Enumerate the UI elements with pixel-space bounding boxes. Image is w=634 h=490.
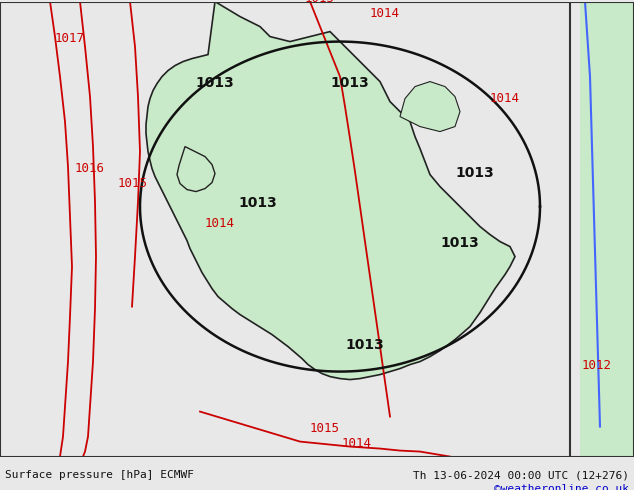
- Text: 1013: 1013: [455, 166, 494, 179]
- Text: ©weatheronline.co.uk: ©weatheronline.co.uk: [494, 484, 629, 490]
- Text: 1014: 1014: [342, 437, 372, 450]
- Polygon shape: [400, 81, 460, 132]
- Text: Th 13-06-2024 00:00 UTC (12+276): Th 13-06-2024 00:00 UTC (12+276): [413, 470, 629, 480]
- Polygon shape: [177, 147, 215, 192]
- Text: 1015: 1015: [118, 176, 148, 190]
- Text: 1017: 1017: [55, 31, 85, 45]
- Polygon shape: [580, 1, 634, 457]
- Text: 1015: 1015: [310, 421, 340, 435]
- Text: 1012: 1012: [582, 359, 612, 371]
- Text: 1015: 1015: [305, 0, 335, 4]
- Text: 1013: 1013: [440, 236, 479, 249]
- Text: 1016: 1016: [75, 162, 105, 174]
- Text: 1013: 1013: [330, 75, 369, 90]
- Text: 1013: 1013: [345, 338, 384, 352]
- Text: 1014: 1014: [205, 217, 235, 230]
- Text: 1013: 1013: [238, 196, 277, 210]
- Polygon shape: [146, 1, 515, 380]
- Text: 1014: 1014: [490, 92, 520, 104]
- Text: 1014: 1014: [370, 6, 400, 20]
- Text: Surface pressure [hPa] ECMWF: Surface pressure [hPa] ECMWF: [5, 470, 194, 480]
- Text: 1013: 1013: [195, 75, 234, 90]
